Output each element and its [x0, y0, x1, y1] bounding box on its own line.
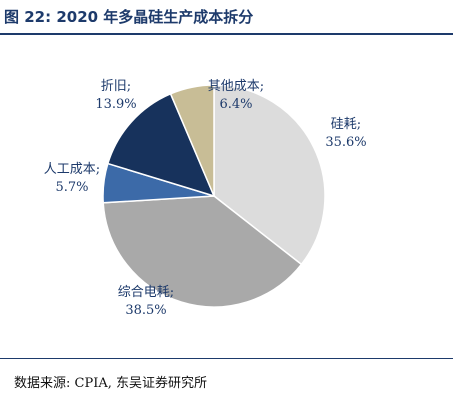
pie-slice [169, 84, 215, 197]
slice-value-label: 6.4% [219, 97, 252, 112]
slice-value-label: 38.5% [125, 303, 166, 318]
pie-slice [102, 195, 303, 308]
source-note: 数据来源: CPIA, 东吴证券研究所 [14, 376, 207, 391]
slice-name-label: 折旧; [101, 79, 131, 94]
title-divider [0, 33, 453, 35]
pie-slice [106, 92, 216, 198]
slice-name-label: 人工成本; [44, 162, 100, 177]
slice-value-label: 5.7% [55, 180, 88, 195]
slice-name-label: 其他成本; [208, 79, 264, 94]
source-divider [0, 358, 453, 359]
chart-title: 图 22: 2020 年多晶硅生产成本拆分 [4, 8, 254, 26]
slice-value-label: 13.9% [95, 97, 136, 112]
pie-slice [213, 84, 326, 266]
slice-name-label: 综合电耗; [118, 285, 174, 300]
slice-value-label: 35.6% [325, 135, 366, 150]
slice-name-label: 硅耗; [331, 117, 361, 132]
